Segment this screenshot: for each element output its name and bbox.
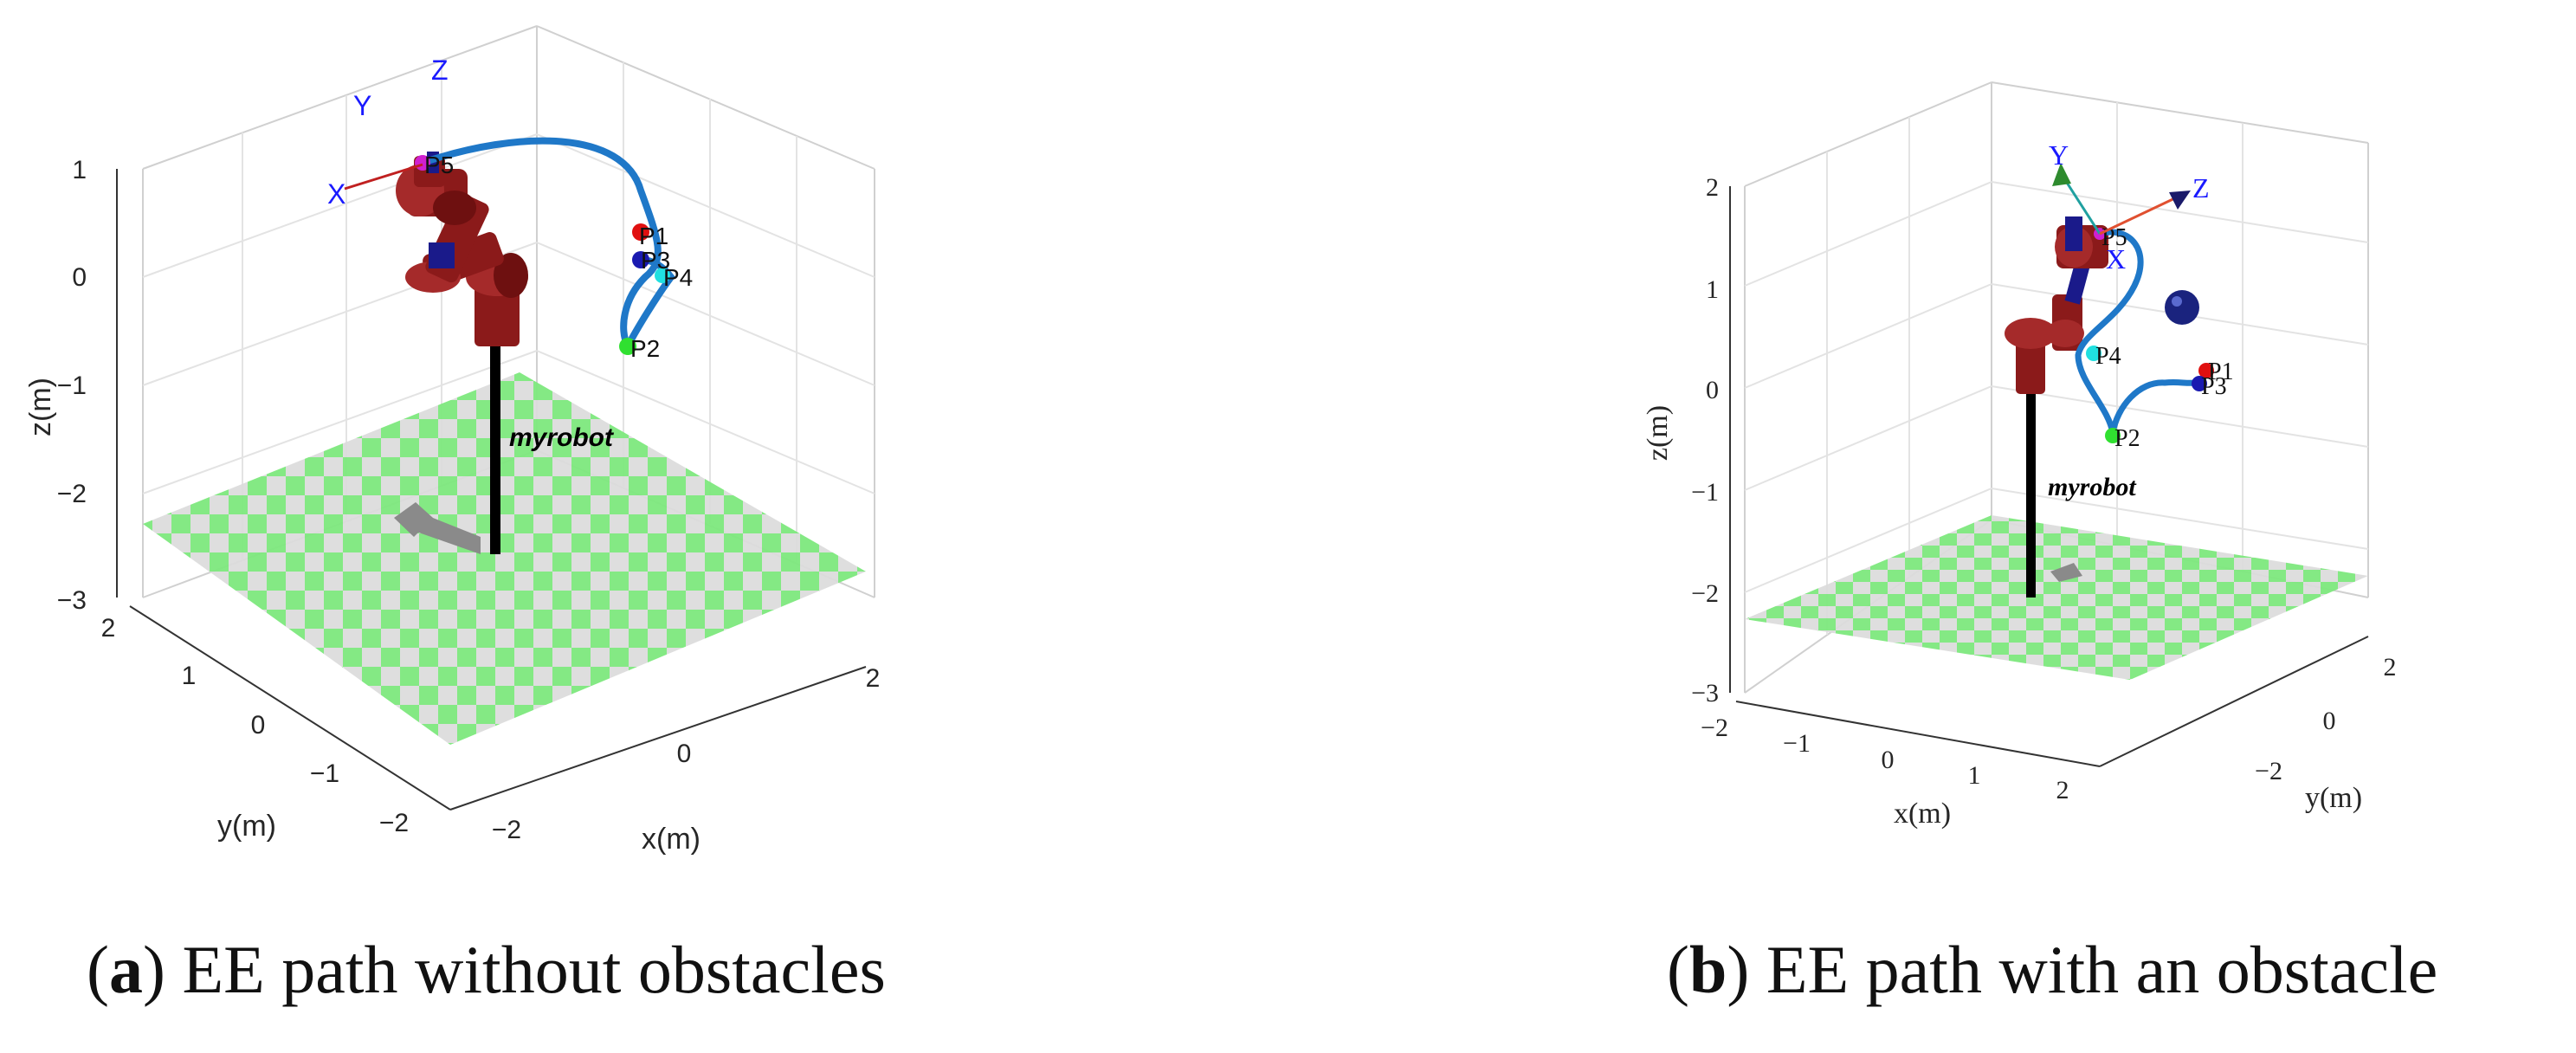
z-axis-label: z(m)	[1642, 405, 1674, 461]
waypoint-p5-label: P5	[2101, 224, 2127, 251]
caption-b: (b) EE path with an obstacle	[1667, 932, 2438, 1007]
z-tick: 2	[1706, 173, 1719, 202]
waypoint-p4-label: P4	[663, 264, 693, 291]
waypoint-p4-label: P4	[2095, 343, 2121, 370]
waypoint-p3-label: P3	[2201, 373, 2227, 400]
waypoint-p4-marker	[655, 268, 670, 283]
floor-checkerboard	[1745, 515, 2368, 680]
robot-pole	[2026, 381, 2036, 598]
frame-y-label: Y	[353, 90, 371, 121]
ee-path	[419, 137, 676, 354]
y-tick: 2	[2384, 653, 2397, 682]
panel-a-plot: P5 P1 P3 P4 P2 X Y Z myrobot 1 0 −1 −2 −…	[24, 25, 881, 856]
y-tick: 1	[182, 662, 197, 690]
x-tick: 0	[1882, 746, 1895, 774]
waypoint-p3-marker	[632, 251, 649, 268]
x-axis-label: x(m)	[1894, 798, 1951, 830]
panel-a: P5 P1 P3 P4 P2 X Y Z myrobot 1 0 −1 −2 −…	[0, 0, 952, 1053]
x-tick: −2	[1701, 714, 1728, 742]
z-tick: −1	[57, 371, 87, 400]
frame-x-label: X	[327, 178, 345, 210]
frame-x-axis	[344, 163, 423, 191]
y-tick: −2	[379, 809, 409, 837]
frame-z-axis	[2099, 193, 2183, 236]
frame-z-label: Z	[431, 55, 449, 86]
robot-name-label: myrobot	[2048, 473, 2137, 501]
x-tick: −1	[1783, 729, 1811, 758]
z-tick: 1	[1706, 275, 1719, 304]
z-axis-label: z(m)	[24, 378, 57, 436]
x-tick: 2	[866, 664, 881, 693]
floor-arrow	[2050, 563, 2082, 582]
caption-text: EE path without obstacles	[165, 932, 886, 1007]
y-axis-label: y(m)	[2305, 782, 2362, 814]
robot-arm	[2005, 216, 2108, 394]
waypoint-p1-label: P1	[639, 223, 668, 249]
robot-pole	[490, 329, 500, 554]
y-tick: 2	[101, 614, 116, 643]
z-tick: 0	[72, 263, 87, 292]
z-tick: 1	[72, 156, 87, 184]
x-tick: 0	[677, 740, 692, 768]
x-tick: −2	[492, 816, 521, 844]
y-tick: −2	[2255, 757, 2282, 785]
frame-z-label: Z	[2192, 172, 2210, 203]
y-tick: 0	[2323, 707, 2336, 735]
panel-b: P1 P3 P2 P4 P5 Y Z X myrobot 2 1 0 −1 −2…	[1628, 0, 2576, 1053]
caption-a: (a) EE path without obstacles	[87, 932, 886, 1007]
y-tick: −1	[310, 759, 339, 788]
waypoint-p1-label: P1	[2208, 359, 2234, 385]
caption-letter: a	[108, 932, 143, 1007]
caption-text: EE path with an obstacle	[1749, 932, 2438, 1007]
y-tick: 0	[251, 711, 266, 740]
waypoint-p3-label: P3	[641, 247, 670, 274]
floor-checkerboard	[143, 372, 866, 745]
waypoint-p1-marker	[632, 223, 649, 241]
x-axis-label: x(m)	[642, 823, 700, 856]
waypoint-p2-marker	[2105, 428, 2121, 443]
waypoint-p3-marker	[2192, 376, 2207, 391]
waypoint-p2-label: P2	[2114, 425, 2140, 452]
waypoint-p2-label: P2	[630, 335, 660, 362]
frame-x-label: X	[2106, 243, 2126, 275]
z-tick: −2	[1691, 579, 1719, 608]
z-tick: −3	[1691, 679, 1719, 707]
x-tick: 2	[2056, 776, 2069, 804]
frame-y-label: Y	[2049, 139, 2069, 171]
panel-b-plot: P1 P3 P2 P4 P5 Y Z X myrobot 2 1 0 −1 −2…	[1642, 81, 2397, 830]
x-tick: 1	[1968, 761, 1981, 790]
caption-letter: b	[1688, 932, 1727, 1007]
obstacle-sphere	[2165, 290, 2199, 325]
ee-path	[2075, 229, 2203, 434]
z-tick: −1	[1691, 478, 1719, 507]
waypoint-p5-label: P5	[424, 152, 454, 178]
waypoint-p1-marker	[2198, 363, 2214, 378]
grid-lines	[1744, 102, 2369, 635]
waypoint-p2-marker	[619, 338, 636, 355]
z-tick: −3	[57, 586, 87, 615]
y-axis-label: y(m)	[217, 810, 276, 843]
robot-name-label: myrobot	[509, 423, 615, 452]
z-tick: −2	[57, 480, 87, 508]
robot-arm	[396, 152, 528, 346]
z-tick: 0	[1706, 376, 1719, 404]
waypoint-p4-marker	[2086, 346, 2101, 361]
